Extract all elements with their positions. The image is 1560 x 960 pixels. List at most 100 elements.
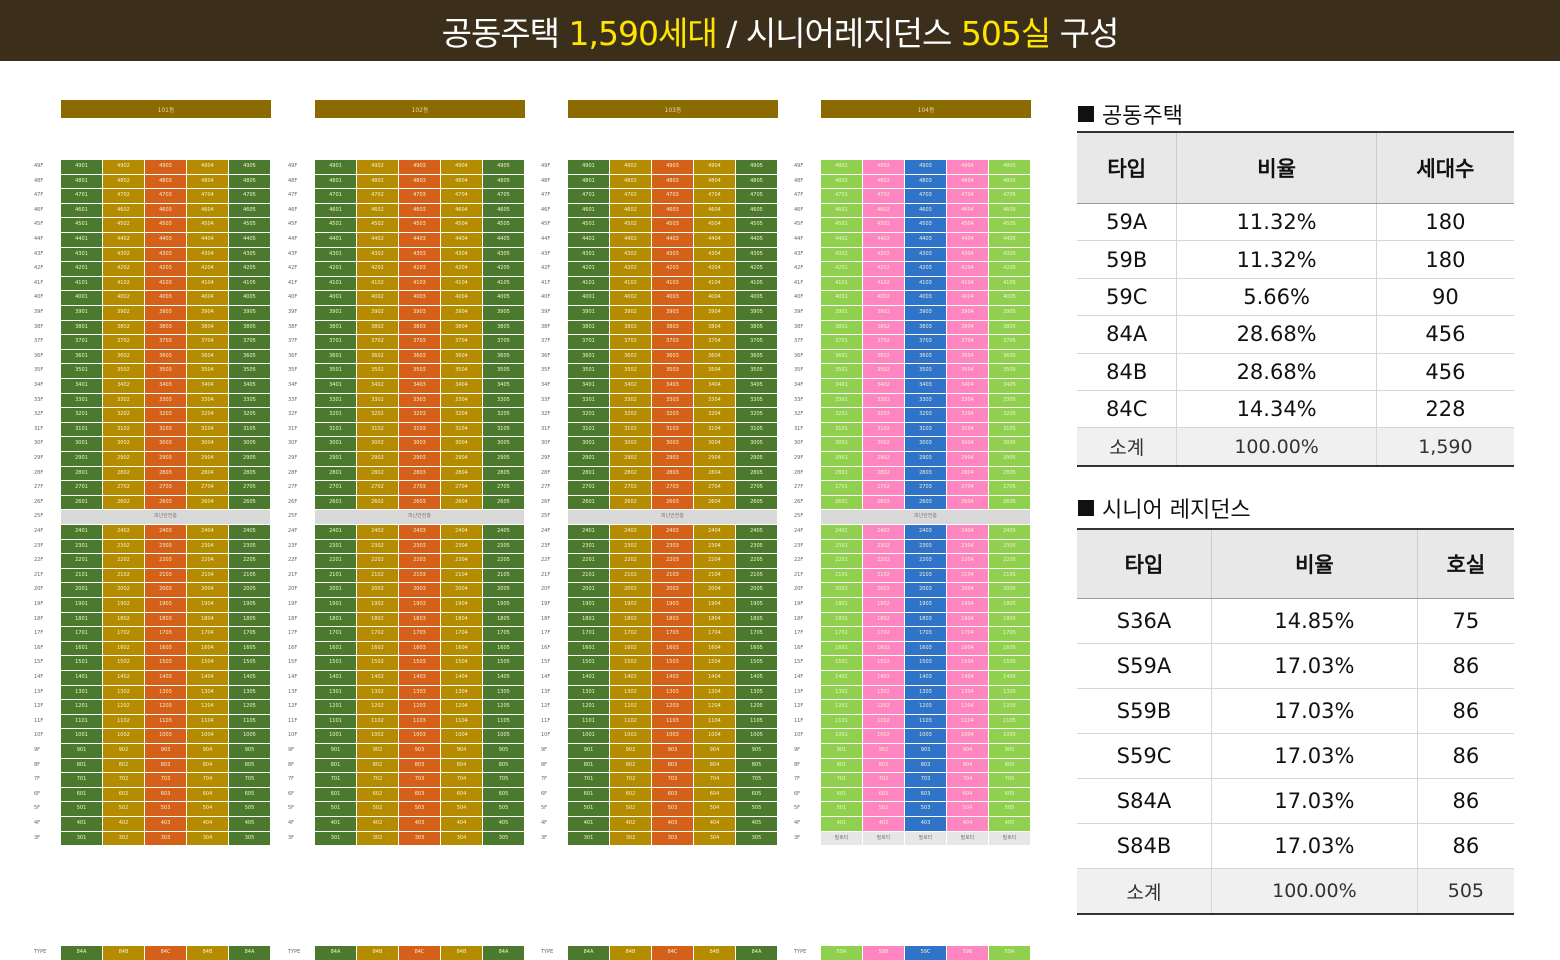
unit-cell: 1403 [905, 671, 946, 685]
unit-cell: 4603 [652, 203, 693, 218]
unit-cell: 3604 [694, 349, 735, 364]
unit-cell: 1703 [399, 627, 440, 641]
floor-row: 34F 3401 3402 3403 3404 3405 [288, 379, 538, 393]
type-cell: 84B [441, 946, 482, 960]
floor-label: 36F [541, 352, 551, 359]
unit-cell: 4302 [610, 247, 651, 262]
unit-cell: 3805 [229, 320, 270, 335]
floor-label: 22F [794, 557, 804, 564]
unit-cell: 3901 [315, 306, 356, 320]
floor-row: 26F 2601 2602 2603 2604 2605 [288, 495, 538, 510]
unit-cell: 1804 [441, 612, 482, 627]
unit-cell: 2904 [441, 452, 482, 466]
unit-cell: 4102 [357, 276, 398, 291]
floor-label: 6F [288, 790, 295, 797]
unit-cell: 2802 [610, 466, 651, 481]
unit-cell: 905 [989, 744, 1030, 758]
unit-cell: 305 [736, 831, 777, 846]
floor-label: 12F [541, 703, 551, 710]
floor-label: 8F [34, 761, 41, 768]
unit-cell: 805 [989, 758, 1030, 773]
floor-row: 29F 2901 2902 2903 2904 2905 [794, 452, 1044, 466]
unit-cell: 2604 [694, 495, 735, 510]
unit-cell: 2702 [103, 481, 144, 495]
floor-row: 24F 2401 2402 2403 2404 2405 [34, 525, 284, 539]
unit-cell: 4903 [145, 160, 186, 174]
unit-cell: 4003 [652, 291, 693, 305]
unit-cell: 3302 [103, 393, 144, 408]
unit-cell: 3602 [610, 349, 651, 364]
type-cell: 84C [652, 946, 693, 960]
floor-label: 32F [541, 411, 551, 418]
header-text-3: 구성 [1050, 13, 1120, 53]
unit-cell: 3505 [989, 364, 1030, 378]
unit-cell: 2004 [694, 583, 735, 597]
floor-label: 33F [34, 396, 44, 403]
unit-cell: 404 [947, 817, 988, 831]
unit-cell: 3203 [399, 408, 440, 422]
unit-cell: 905 [229, 744, 270, 758]
unit-cell: 2105 [483, 568, 524, 583]
floor-label: 17F [34, 630, 44, 637]
unit-cell: 702 [357, 773, 398, 787]
unit-cell: 2303 [905, 539, 946, 554]
unit-cell: 4402 [610, 233, 651, 247]
unit-cell: 1604 [441, 641, 482, 656]
unit-cell: 3801 [568, 320, 609, 335]
unit-cell: 2103 [905, 568, 946, 583]
floor-row: 7F 701 702 703 704 705 [288, 773, 538, 787]
unit-cell: 305 [229, 831, 270, 846]
unit-cell: 3503 [905, 364, 946, 378]
floor-label: 31F [34, 425, 44, 432]
floor-row: 47F 4701 4702 4703 4704 4705 [288, 189, 538, 203]
unit-cell: 3905 [229, 306, 270, 320]
unit-cell: 3004 [694, 437, 735, 451]
header-text-2: / 시니어레지던스 [716, 13, 961, 53]
floor-label: 37F [794, 338, 804, 345]
floor-label: 19F [34, 601, 44, 607]
floor-row: 31F 3101 3102 3103 3104 3105 [541, 422, 791, 437]
floor-label: 7F [288, 776, 295, 783]
floor-row: 49F 4901 4902 4903 4904 4905 [794, 160, 1044, 174]
unit-cell: 1304 [947, 685, 988, 700]
floor-row: 47F 4701 4702 4703 4704 4705 [794, 189, 1044, 203]
type-cell: 59B [863, 946, 904, 960]
unit-cell: 4105 [229, 276, 270, 291]
floor-row: 4F 401 402 403 404 405 [541, 817, 791, 831]
unit-cell: 2703 [145, 481, 186, 495]
unit-cell: 2105 [229, 568, 270, 583]
unit-cell: 4901 [568, 160, 609, 174]
cell-type: 84A [1077, 315, 1177, 354]
unit-cell: 2902 [863, 452, 904, 466]
floor-label: 16F [541, 644, 551, 651]
unit-cell: 501 [568, 802, 609, 816]
unit-cell: 1002 [357, 729, 398, 743]
floor-label: 36F [288, 352, 298, 359]
unit-cell: 4405 [483, 233, 524, 247]
floor-label: 46F [541, 206, 551, 213]
unit-cell: 4303 [905, 247, 946, 262]
floor-label: 6F [34, 790, 41, 797]
unit-cell: 3304 [441, 393, 482, 408]
floor-row: 30F 3001 3002 3003 3004 3005 [541, 437, 791, 451]
unit-cell: 2801 [315, 466, 356, 481]
cell-count: 86 [1416, 823, 1514, 869]
unit-cell: 1802 [103, 612, 144, 627]
unit-cell: 1801 [821, 612, 862, 627]
unit-cell: 2304 [441, 539, 482, 554]
floor-label: 24F [288, 528, 298, 534]
unit-cell: 4504 [694, 218, 735, 232]
floor-row: 33F 3301 3302 3303 3304 3305 [34, 393, 284, 408]
floor-row: 40F 4001 4002 4003 4004 4005 [541, 291, 791, 305]
type-cell: 59A [821, 946, 862, 960]
unit-cell: 2205 [483, 554, 524, 568]
unit-cell: 2101 [821, 568, 862, 583]
unit-cell: 2002 [357, 583, 398, 597]
table-row: S84A 17.03% 86 [1077, 778, 1514, 824]
unit-cell: 2803 [905, 466, 946, 481]
unit-cell: 3705 [229, 335, 270, 349]
unit-cell: 2402 [863, 525, 904, 539]
unit-cell: 4004 [947, 291, 988, 305]
floor-row: 23F 2301 2302 2303 2304 2305 [34, 539, 284, 554]
type-row: TYPE 84A 84B 84C 84B 84A [288, 946, 538, 960]
